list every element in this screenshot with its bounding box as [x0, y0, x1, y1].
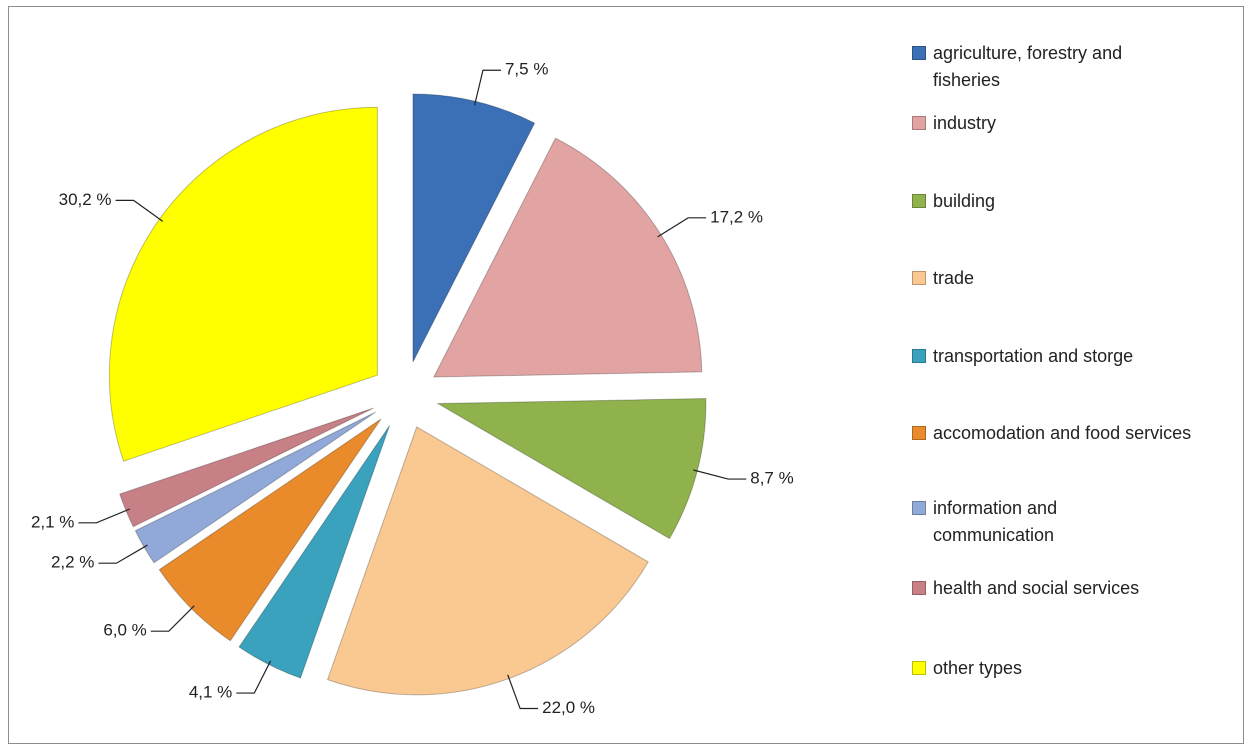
legend-swatch: [912, 661, 926, 675]
legend-label: industry: [933, 113, 997, 133]
legend-label: trade: [933, 268, 975, 288]
data-label: 8,7 %: [750, 469, 793, 488]
legend-item: trade: [912, 265, 1203, 292]
legend-label: information and communication: [933, 498, 1058, 545]
leader-line: [693, 469, 747, 480]
legend-swatch: [912, 271, 926, 285]
legend-label: health and social services: [933, 578, 1140, 598]
data-label: 17,2 %: [710, 207, 763, 226]
legend-label: transportation and storge: [933, 346, 1134, 366]
leader-line: [150, 605, 195, 632]
legend-label: accomodation and food services: [933, 423, 1192, 443]
legend-item: information and communication: [912, 495, 1133, 549]
legend-swatch: [912, 501, 926, 515]
leader-line: [236, 660, 272, 694]
leader-line: [115, 199, 164, 222]
chart-frame: [8, 6, 1244, 744]
leader-line: [98, 544, 148, 564]
data-label: 30,2 %: [59, 190, 112, 209]
data-label: 7,5 %: [505, 60, 548, 79]
leader-line: [473, 69, 501, 106]
legend-item: health and social services: [912, 575, 1203, 602]
legend-item: agriculture, forestry and fisheries: [912, 40, 1183, 94]
legend-swatch: [912, 116, 926, 130]
legend-item: industry: [912, 110, 1203, 137]
legend-item: building: [912, 188, 1203, 215]
data-label: 22,0 %: [542, 698, 595, 717]
pie-slice: [108, 106, 378, 462]
data-label: 2,2 %: [51, 553, 94, 572]
legend-swatch: [912, 426, 926, 440]
data-label: 4,1 %: [189, 683, 232, 702]
legend-item: accomodation and food services: [912, 420, 1193, 447]
legend-swatch: [912, 581, 926, 595]
legend-item: transportation and storge: [912, 343, 1203, 370]
legend-item: other types: [912, 655, 1203, 682]
leader-line: [78, 508, 130, 524]
data-label: 2,1 %: [31, 512, 74, 531]
legend-swatch: [912, 194, 926, 208]
legend-swatch: [912, 46, 926, 60]
legend-label: building: [933, 191, 996, 211]
leader-line: [507, 674, 539, 710]
leader-line: [657, 217, 707, 238]
legend-label: agriculture, forestry and fisheries: [933, 43, 1123, 90]
data-label: 6,0 %: [103, 621, 146, 640]
legend-label: other types: [933, 658, 1023, 678]
legend-swatch: [912, 349, 926, 363]
